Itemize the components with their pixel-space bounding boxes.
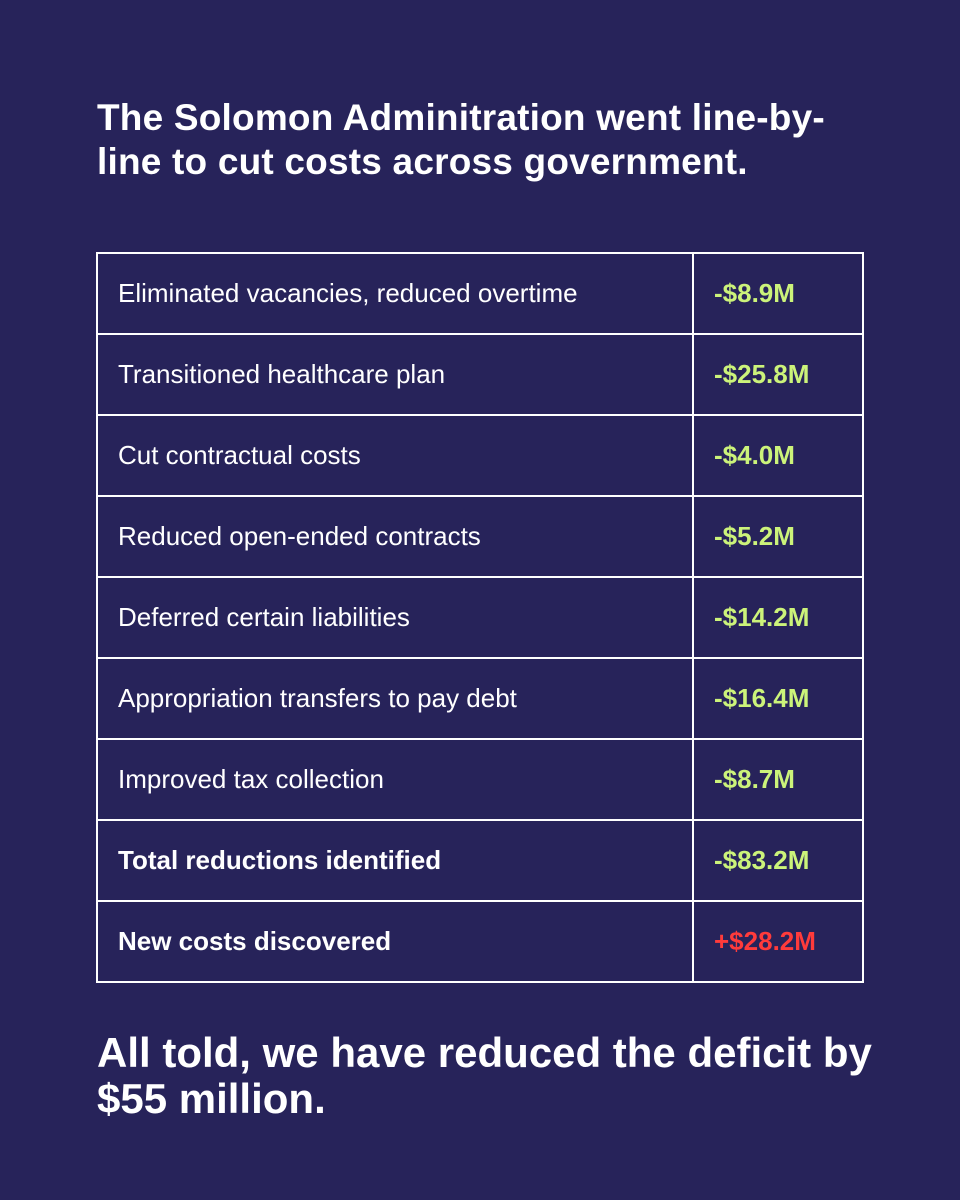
table-row: Eliminated vacancies, reduced overtime -… (96, 252, 864, 335)
table-row-new-costs: New costs discovered +$28.2M (96, 900, 864, 983)
row-label-open-ended: Reduced open-ended contracts (96, 495, 694, 578)
row-label-contractual: Cut contractual costs (96, 414, 694, 497)
row-amount-total: -$83.2M (692, 819, 864, 902)
row-label-appropriation: Appropriation transfers to pay debt (96, 657, 694, 740)
row-amount-vacancies: -$8.9M (692, 252, 864, 335)
row-label-liabilities: Deferred certain liabilities (96, 576, 694, 659)
table-row: Reduced open-ended contracts -$5.2M (96, 495, 864, 578)
row-amount-new-costs: +$28.2M (692, 900, 864, 983)
table-row: Cut contractual costs -$4.0M (96, 414, 864, 497)
row-amount-liabilities: -$14.2M (692, 576, 864, 659)
table-row-total: Total reductions identified -$83.2M (96, 819, 864, 902)
conclusion: All told, we have reduced the deficit by… (97, 1029, 872, 1122)
table-row: Deferred certain liabilities -$14.2M (96, 576, 864, 659)
table-row: Transitioned healthcare plan -$25.8M (96, 333, 864, 416)
row-label-tax-collection: Improved tax collection (96, 738, 694, 821)
row-label-vacancies: Eliminated vacancies, reduced overtime (96, 252, 694, 335)
table-row: Improved tax collection -$8.7M (96, 738, 864, 821)
row-amount-tax-collection: -$8.7M (692, 738, 864, 821)
row-amount-healthcare: -$25.8M (692, 333, 864, 416)
headline: The Solomon Adminitration went line-by-l… (97, 97, 825, 182)
cost-reductions-table: Eliminated vacancies, reduced overtime -… (96, 252, 864, 983)
row-amount-open-ended: -$5.2M (692, 495, 864, 578)
table-row: Appropriation transfers to pay debt -$16… (96, 657, 864, 740)
row-label-total: Total reductions identified (96, 819, 694, 902)
row-label-new-costs: New costs discovered (96, 900, 694, 983)
row-amount-contractual: -$4.0M (692, 414, 864, 497)
row-amount-appropriation: -$16.4M (692, 657, 864, 740)
row-label-healthcare: Transitioned healthcare plan (96, 333, 694, 416)
